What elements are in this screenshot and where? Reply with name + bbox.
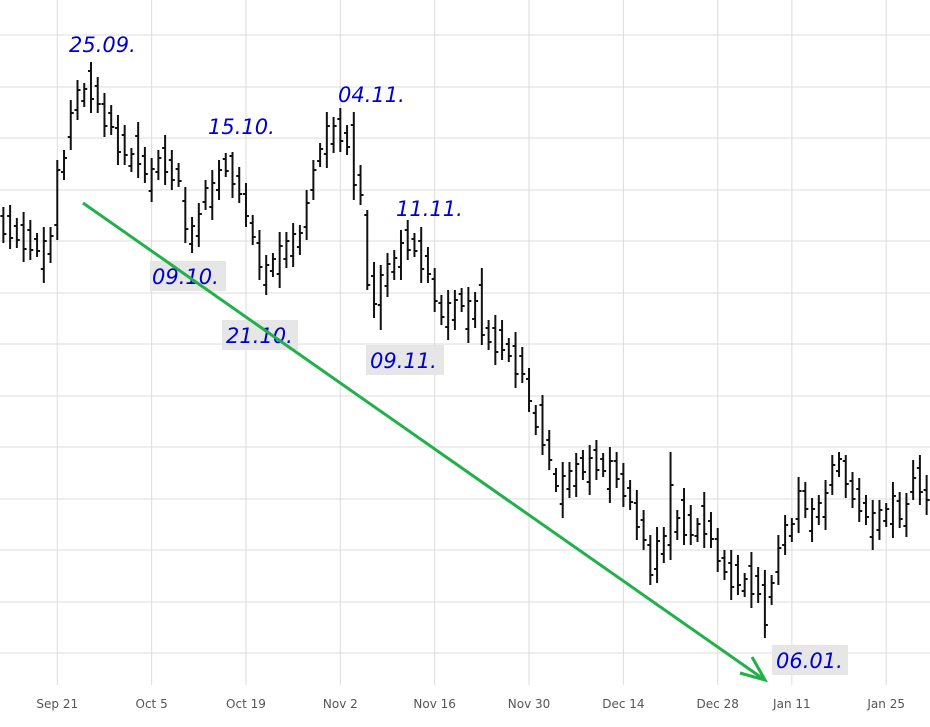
annotation: 09.10. bbox=[152, 265, 219, 289]
grid bbox=[0, 0, 930, 685]
arrow-head bbox=[739, 656, 769, 683]
x-tick-label: Oct 5 bbox=[136, 697, 168, 711]
x-tick-label: Sep 21 bbox=[36, 697, 78, 711]
trend-arrow bbox=[82, 201, 769, 683]
x-tick-label: Dec 14 bbox=[602, 697, 644, 711]
annotation: 25.09. bbox=[69, 33, 136, 57]
annotation: 11.11. bbox=[396, 197, 463, 221]
label-box bbox=[366, 345, 444, 375]
x-tick-label: Dec 28 bbox=[697, 697, 739, 711]
x-tick-label: Oct 19 bbox=[226, 697, 266, 711]
arrow-shaft bbox=[82, 201, 763, 680]
annotation: 09.11. bbox=[370, 349, 437, 373]
x-tick-label: Nov 2 bbox=[323, 697, 358, 711]
annotation: 15.10. bbox=[208, 115, 275, 139]
x-tick-label: Jan 25 bbox=[866, 697, 905, 711]
annotation: 06.01. bbox=[776, 649, 843, 673]
x-tick-label: Nov 30 bbox=[508, 697, 551, 711]
label-box bbox=[772, 645, 848, 675]
bars bbox=[0, 62, 930, 638]
x-tick-label: Nov 16 bbox=[413, 697, 456, 711]
annotation: 04.11. bbox=[338, 83, 405, 107]
x-tick-label: Jan 11 bbox=[772, 697, 811, 711]
